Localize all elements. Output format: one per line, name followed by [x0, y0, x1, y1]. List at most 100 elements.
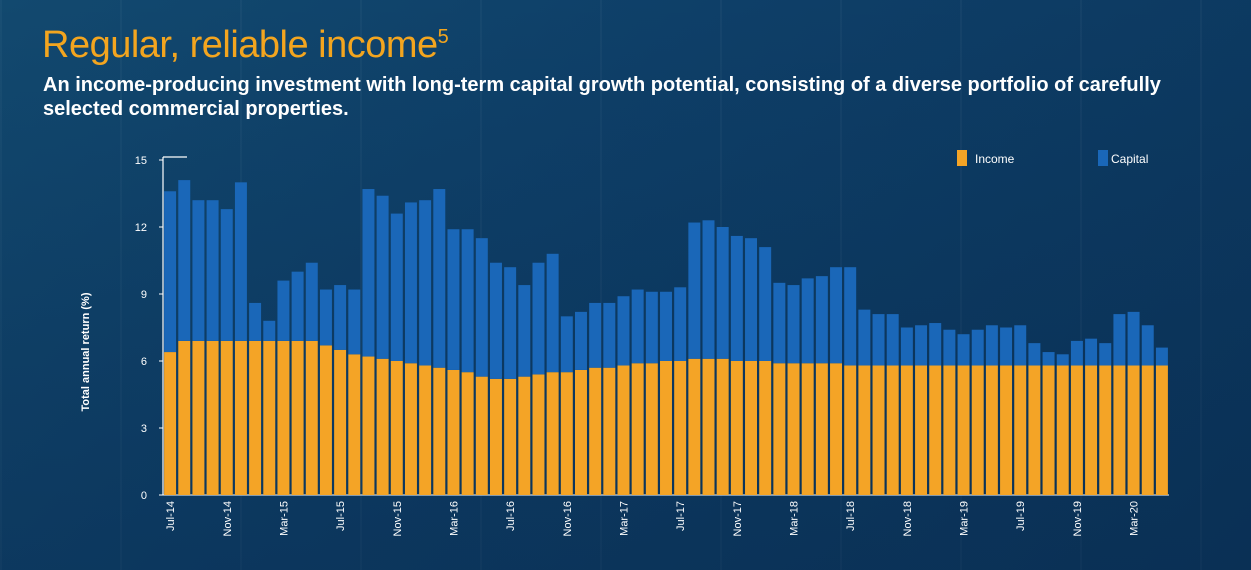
bar-income: [475, 376, 488, 495]
bar-capital: [1127, 311, 1140, 366]
bar-capital: [674, 287, 687, 361]
x-axis-tick-label: Mar-20: [1129, 501, 1141, 536]
bar-income: [390, 361, 403, 495]
bar-capital: [660, 291, 672, 361]
bar-capital: [348, 289, 361, 355]
bar-capital: [532, 262, 545, 375]
x-axis-tick-label: Mar-18: [789, 501, 801, 536]
bar-income: [1056, 365, 1069, 495]
bar-income: [249, 340, 262, 495]
bar-capital: [971, 329, 984, 366]
bar-income: [603, 367, 616, 495]
bar-capital: [929, 323, 942, 366]
bar-income: [319, 345, 332, 495]
y-axis-tick-label: 6: [141, 356, 147, 368]
bar-capital: [915, 325, 928, 366]
bar-capital: [702, 220, 715, 359]
bar-capital: [617, 296, 630, 366]
bar-income: [915, 365, 928, 495]
bar-capital: [206, 200, 219, 341]
bar-income: [900, 365, 913, 495]
bar-capital: [730, 235, 743, 361]
bar-capital: [475, 238, 488, 377]
bar-income: [263, 340, 276, 495]
bar-income: [617, 365, 630, 495]
bar-capital: [305, 262, 318, 341]
bar-capital: [234, 182, 247, 341]
bar-capital: [249, 302, 262, 341]
x-axis-tick-label: Mar-17: [618, 501, 630, 536]
bar-capital: [291, 271, 304, 341]
bar-capital: [178, 180, 191, 341]
bar-capital: [461, 229, 474, 373]
bar-income: [546, 372, 559, 495]
bar-capital: [787, 285, 800, 364]
bar-capital: [518, 285, 531, 377]
bar-capital: [1099, 343, 1112, 366]
bar-capital: [560, 316, 573, 373]
x-axis-tick-label: Mar-15: [278, 501, 290, 536]
y-axis-tick-label: 3: [141, 423, 147, 435]
bar-capital: [773, 282, 786, 364]
bar-income: [1014, 365, 1027, 495]
y-axis-tick-label: 0: [141, 490, 147, 502]
bar-capital: [319, 289, 332, 346]
bar-capital: [263, 320, 276, 341]
legend-capital-label: Capital: [1111, 152, 1148, 166]
bar-capital: [390, 213, 403, 361]
bar-capital: [575, 311, 587, 370]
y-axis-tick-label: 15: [135, 155, 147, 167]
bar-income: [277, 340, 290, 495]
bar-capital: [277, 280, 290, 341]
bar-capital: [419, 200, 432, 366]
bar-income: [504, 378, 517, 495]
x-axis-tick-label: Jul-19: [1015, 501, 1027, 531]
bar-income: [929, 365, 942, 495]
bar-income: [844, 365, 857, 495]
title-footnote-marker: 5: [437, 26, 449, 48]
y-axis-tick-label: 12: [135, 222, 147, 234]
bar-capital: [220, 209, 233, 341]
bar-capital: [404, 202, 417, 364]
bar-income: [220, 340, 233, 495]
bar-income: [716, 358, 729, 495]
bar-capital: [957, 334, 970, 366]
bar-capital: [1014, 325, 1027, 366]
bar-income: [532, 374, 545, 495]
bar-income: [404, 363, 417, 495]
bar-income: [419, 365, 432, 495]
bar-income: [164, 352, 177, 495]
page-title: Regular, reliable income5: [42, 24, 449, 66]
bar-capital: [872, 314, 885, 366]
bar-capital: [1000, 327, 1013, 366]
x-axis-tick-label: Mar-19: [959, 501, 971, 536]
x-axis-tick-label: Nov-19: [1072, 501, 1084, 536]
x-axis-tick-label: Mar-16: [448, 501, 460, 536]
bar-income: [362, 356, 375, 495]
bar-capital: [192, 200, 205, 341]
bar-capital: [631, 289, 644, 364]
x-axis-tick-label: Jul-14: [165, 501, 177, 531]
bar-income: [234, 340, 247, 495]
bar-income: [645, 363, 658, 495]
bar-income: [206, 340, 219, 495]
bar-capital: [1042, 352, 1055, 366]
bar-capital: [1085, 338, 1098, 366]
x-axis-tick-label: Jul-16: [505, 501, 517, 531]
bar-income: [886, 365, 899, 495]
bar-capital: [830, 267, 843, 364]
bar-income: [575, 369, 587, 495]
bar-income: [674, 361, 687, 495]
bar-capital: [1056, 354, 1069, 366]
bar-capital: [589, 302, 602, 368]
bar-capital: [815, 276, 828, 364]
bar-capital: [603, 302, 616, 368]
bar-capital: [489, 262, 502, 379]
bar-income: [787, 363, 800, 495]
chart-bars: [164, 180, 1168, 495]
bar-capital: [164, 191, 177, 353]
bar-income: [560, 372, 573, 495]
bar-income: [688, 358, 701, 495]
legend-income-swatch: [957, 150, 967, 166]
bar-income: [872, 365, 885, 495]
